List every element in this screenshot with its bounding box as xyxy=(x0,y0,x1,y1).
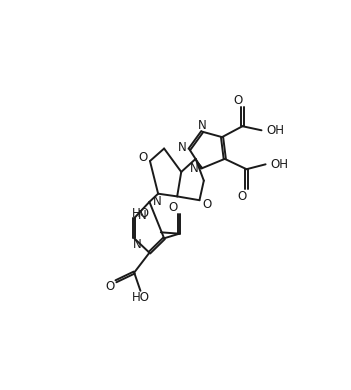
Text: O: O xyxy=(105,280,114,292)
Text: O: O xyxy=(168,201,178,215)
Text: HO: HO xyxy=(131,291,150,303)
Text: OH: OH xyxy=(267,124,285,137)
Text: N: N xyxy=(133,238,142,251)
Text: N: N xyxy=(152,195,161,208)
Text: O: O xyxy=(238,190,247,203)
Text: HO: HO xyxy=(132,207,150,220)
Text: N: N xyxy=(138,209,146,222)
Text: OH: OH xyxy=(270,158,288,171)
Polygon shape xyxy=(196,159,203,169)
Text: N: N xyxy=(198,119,207,132)
Text: O: O xyxy=(139,151,148,164)
Text: O: O xyxy=(234,94,243,107)
Text: N: N xyxy=(177,142,186,154)
Text: N: N xyxy=(190,162,198,175)
Text: O: O xyxy=(202,198,211,211)
